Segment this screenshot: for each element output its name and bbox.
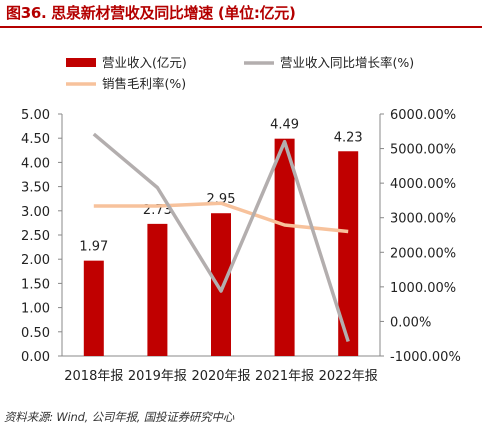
revenue-bar — [83, 260, 104, 356]
revenue-bar — [338, 151, 359, 356]
legend-label-revenue: 营业收入(亿元) — [102, 55, 187, 70]
left-axis-ticks: 0.00 0.50 1.00 1.50 2.00 2.50 3.00 3.50 4.00 4.50… — [21, 108, 62, 365]
left-tick-label: 1.00 — [21, 302, 50, 317]
left-tick-label: 3.00 — [21, 205, 50, 220]
left-tick-label: 2.50 — [21, 229, 50, 244]
revenue-data-label: 4.49 — [270, 118, 299, 133]
right-tick-label: -1000.00% — [390, 350, 461, 365]
left-tick-label: 0.50 — [21, 326, 50, 341]
right-axis-ticks: -1000.00% 0.00% 1000.00% 2000.00% 3000.00% 40… — [380, 108, 461, 365]
title-divider — [0, 26, 482, 28]
left-tick-label: 4.00 — [21, 156, 50, 171]
legend-swatch-revenue — [66, 58, 96, 67]
revenue-bars — [83, 138, 359, 356]
right-tick-label: 3000.00% — [390, 212, 456, 227]
chart-title: 图36. 思泉新材营收及同比增速 (单位:亿元) — [6, 4, 296, 22]
right-tick-label: 4000.00% — [390, 177, 456, 192]
left-tick-label: 0.00 — [21, 350, 50, 365]
source-note: 资料来源: Wind, 公司年报, 国投证券研究中心 — [4, 410, 235, 424]
x-tick-label: 2018年报 — [64, 369, 123, 384]
x-tick-label: 2020年报 — [191, 369, 250, 384]
x-tick-label: 2019年报 — [128, 369, 187, 384]
left-tick-label: 3.50 — [21, 181, 50, 196]
x-axis-ticks: 2018年报 2019年报 2020年报 2021年报 2022年报 — [64, 369, 377, 384]
revenue-bar — [274, 138, 295, 356]
x-tick-label: 2022年报 — [319, 369, 378, 384]
left-tick-label: 4.50 — [21, 132, 50, 147]
left-tick-label: 2.00 — [21, 253, 50, 268]
legend: 营业收入(亿元) 营业收入同比增长率(%) 销售毛利率(%) — [66, 55, 414, 91]
right-tick-label: 6000.00% — [390, 108, 456, 123]
revenue-data-label: 1.97 — [79, 240, 108, 255]
growth-line — [92, 132, 350, 343]
right-tick-label: 0.00% — [390, 315, 431, 330]
legend-label-margin: 销售毛利率(%) — [102, 76, 186, 91]
right-tick-label: 1000.00% — [390, 281, 456, 296]
revenue-bar — [147, 223, 168, 356]
left-tick-label: 1.50 — [21, 277, 50, 292]
left-tick-label: 5.00 — [21, 108, 50, 123]
revenue-data-label: 4.23 — [334, 130, 363, 145]
right-tick-label: 2000.00% — [390, 246, 456, 261]
legend-label-growth: 营业收入同比增长率(%) — [280, 55, 414, 70]
margin-line — [93, 201, 349, 234]
revenue-bar — [211, 213, 231, 356]
right-tick-label: 5000.00% — [390, 143, 456, 158]
x-tick-label: 2021年报 — [255, 369, 314, 384]
